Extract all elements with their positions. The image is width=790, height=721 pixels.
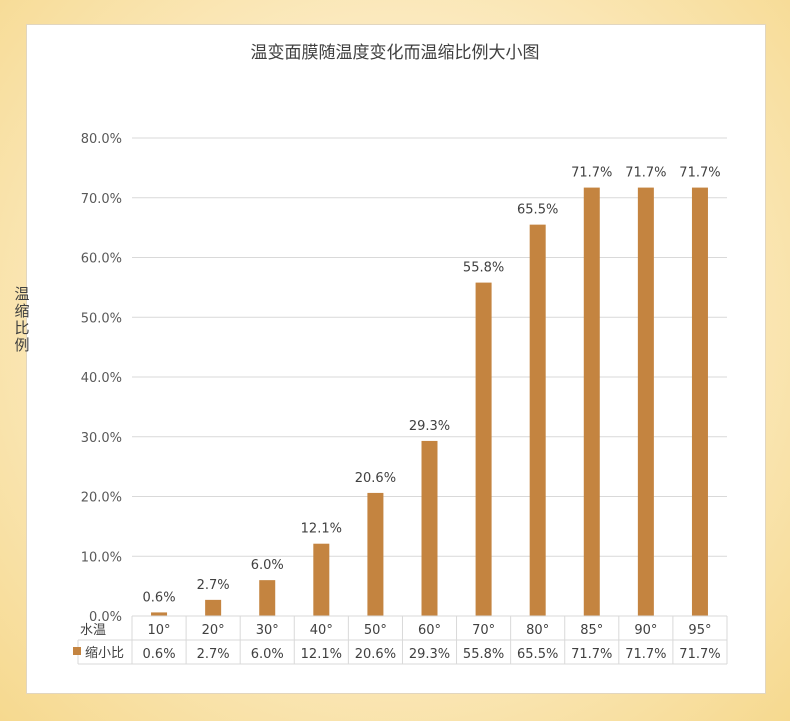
bar <box>475 282 492 616</box>
y-tick-label: 70.0% <box>81 192 122 207</box>
y-tick-label: 20.0% <box>81 491 122 506</box>
x-tick-label: 30° <box>256 623 279 638</box>
data-label: 71.7% <box>571 166 612 181</box>
legend-swatch <box>73 647 81 655</box>
table-cell-value: 0.6% <box>143 647 176 662</box>
bar <box>421 440 438 616</box>
x-tick-label: 10° <box>148 623 171 638</box>
chart-title: 温变面膜随温度变化而温缩比例大小图 <box>250 43 540 63</box>
table-cell-value: 20.6% <box>355 647 396 662</box>
y-tick-label: 80.0% <box>81 132 122 147</box>
data-label: 71.7% <box>625 166 666 181</box>
y-tick-labels: 0.0% 10.0% 20.0% 30.0% 40.0% 50.0% 60.0% 70.0% 8… <box>81 132 122 625</box>
data-labels: 0.6% 2.7% 6.0% 12.1% 20.6% 29.3% 55.8% 65.5% 71.… <box>143 166 721 606</box>
data-label: 29.3% <box>409 419 450 434</box>
table-cell-value: 55.8% <box>463 647 504 662</box>
y-tick-label: 40.0% <box>81 371 122 386</box>
table-cell-value: 29.3% <box>409 647 450 662</box>
bar <box>151 612 168 616</box>
x-tick-label: 50° <box>364 623 387 638</box>
y-tick-label: 0.0% <box>89 610 122 625</box>
x-tick-label: 85° <box>580 623 603 638</box>
bar <box>313 543 330 616</box>
data-label: 20.6% <box>355 471 396 486</box>
bars <box>151 187 708 616</box>
x-tick-label: 60° <box>418 623 441 638</box>
table-cell-value: 71.7% <box>625 647 666 662</box>
data-label: 2.7% <box>197 578 230 593</box>
bar <box>367 492 384 616</box>
data-label: 65.5% <box>517 203 558 218</box>
data-label: 71.7% <box>679 166 720 181</box>
bar <box>691 187 708 616</box>
table-cell-value: 6.0% <box>251 647 284 662</box>
x-tick-label: 40° <box>310 623 333 638</box>
data-label: 12.1% <box>301 522 342 537</box>
data-label: 0.6% <box>143 590 176 605</box>
table-cell-value: 12.1% <box>301 647 342 662</box>
y-tick-label: 50.0% <box>81 311 122 326</box>
x-tick-label: 90° <box>634 623 657 638</box>
y-tick-label: 10.0% <box>81 550 122 565</box>
y-axis-label: 温缩比例 <box>14 285 30 354</box>
y-tick-label: 30.0% <box>81 431 122 446</box>
legend-label: 缩小比 <box>85 645 124 661</box>
bar <box>583 187 600 616</box>
bar <box>205 599 222 616</box>
bar <box>637 187 654 616</box>
data-label: 6.0% <box>251 558 284 573</box>
bar <box>259 580 276 616</box>
data-label: 55.8% <box>463 261 504 276</box>
x-tick-label: 20° <box>202 623 225 638</box>
x-tick-label: 80° <box>526 623 549 638</box>
table-cell-value: 71.7% <box>571 647 612 662</box>
table-header-label: 水温 <box>80 623 106 638</box>
x-tick-label: 95° <box>688 623 711 638</box>
y-tick-label: 60.0% <box>81 252 122 267</box>
table-cell-value: 2.7% <box>197 647 230 662</box>
table-cell-value: 71.7% <box>679 647 720 662</box>
table-cell-value: 65.5% <box>517 647 558 662</box>
bar <box>529 224 546 616</box>
x-tick-label: 70° <box>472 623 495 638</box>
